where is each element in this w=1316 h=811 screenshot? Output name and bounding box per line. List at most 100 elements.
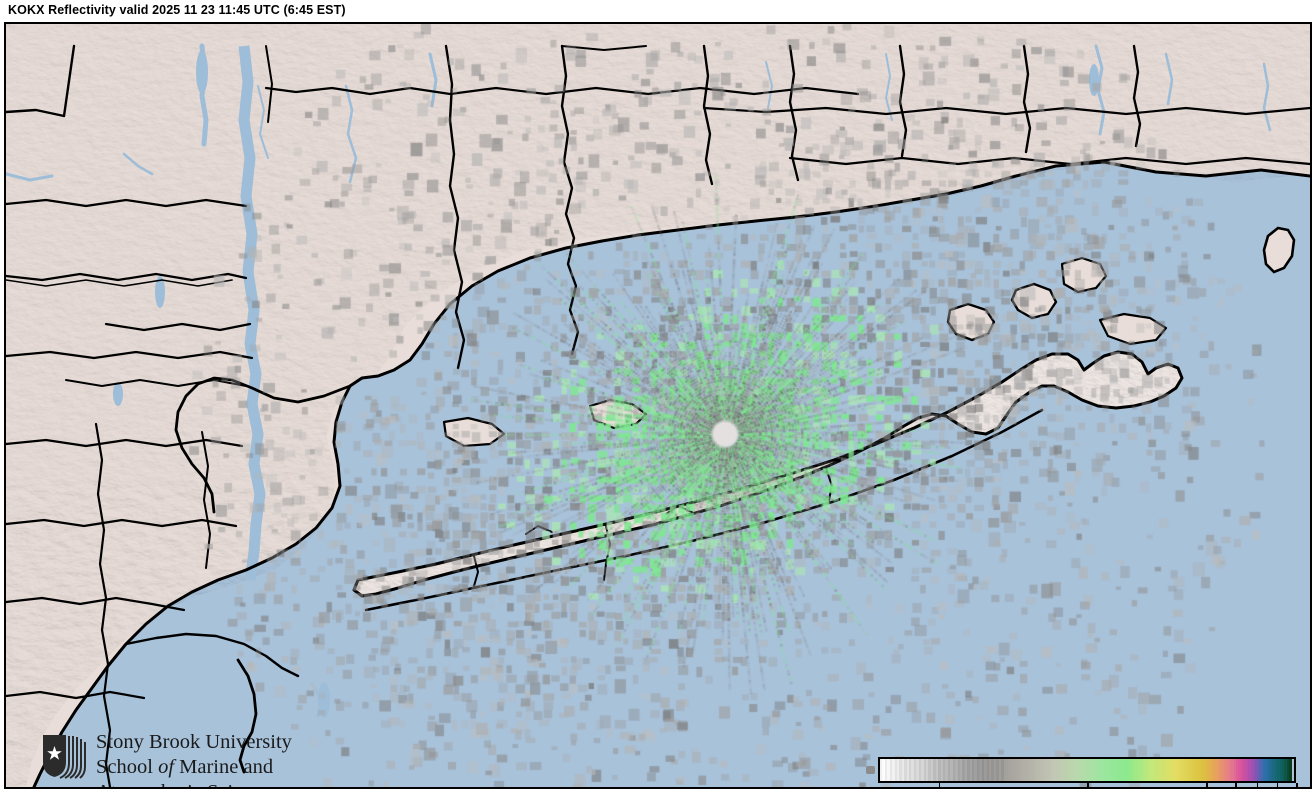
- colorbar-segment: [923, 759, 927, 781]
- colorbar-segment: [887, 759, 890, 781]
- logo-line-2: School of Marine and: [96, 755, 340, 780]
- colorbar-segment: [1005, 759, 1009, 781]
- colorbar-segment: [1127, 759, 1130, 781]
- colorbar-segment: [880, 759, 883, 781]
- colorbar-segment: [1059, 759, 1062, 781]
- colorbar-segment: [1277, 759, 1280, 781]
- colorbar-segment: [1001, 759, 1004, 781]
- colorbar-tick: [1087, 783, 1089, 787]
- colorbar-segment: [1236, 759, 1239, 781]
- colorbar-segment: [976, 759, 980, 781]
- colorbar-segment: [1090, 759, 1094, 781]
- colorbar-segment: [1197, 759, 1200, 781]
- colorbar-segment: [1143, 759, 1147, 781]
- colorbar-segment: [1206, 759, 1210, 781]
- colorbar-segment: [1190, 759, 1193, 781]
- colorbar-segment: [1182, 759, 1186, 781]
- colorbar-segment: [974, 759, 977, 781]
- colorbar-segment: [892, 759, 895, 781]
- logo-line-1: Stony Brook University: [96, 731, 292, 753]
- radar-map: Stony Brook University School of Marine …: [4, 22, 1312, 789]
- colorbar-segment: [1131, 759, 1135, 781]
- colorbar-segment: [955, 759, 958, 781]
- colorbar-segment: [991, 759, 994, 781]
- colorbar-segment: [935, 759, 939, 781]
- colorbar-segment: [1066, 759, 1069, 781]
- colorbar-segment: [998, 759, 1002, 781]
- colorbar-segment: [904, 759, 907, 781]
- colorbar-segment: [918, 759, 922, 781]
- colorbar-segment: [1093, 759, 1096, 781]
- colorbar-gradient: [878, 757, 1296, 783]
- colorbar-segment: [938, 759, 941, 781]
- colorbar-segment: [894, 759, 897, 781]
- colorbar-segment: [1262, 759, 1266, 781]
- colorbar-segment: [1008, 759, 1011, 781]
- bottom-strip: [0, 789, 1316, 811]
- colorbar-segment: [909, 759, 912, 781]
- colorbar-segment: [1156, 759, 1159, 781]
- colorbar-segment: [979, 759, 982, 781]
- colorbar-segment: [1228, 759, 1232, 781]
- colorbar-segment: [1146, 759, 1149, 781]
- colorbar-tick: [1206, 783, 1208, 787]
- colorbar-segment: [1047, 759, 1050, 781]
- colorbar-segment: [1274, 759, 1278, 781]
- colorbar-segment: [957, 759, 960, 781]
- colorbar-segment: [1221, 759, 1224, 781]
- colorbar-segment: [1100, 759, 1103, 781]
- colorbar-segment: [913, 759, 917, 781]
- logo-line-2-of: of: [158, 756, 175, 778]
- colorbar-segment: [1252, 759, 1256, 781]
- colorbar-segment: [1170, 759, 1174, 781]
- colorbar-segment: [1216, 759, 1220, 781]
- colorbar-segment: [889, 759, 893, 781]
- logo-wordmark: Stony Brook University School of Marine …: [96, 730, 340, 787]
- colorbar-segment: [1148, 759, 1152, 781]
- colorbar-segment: [921, 759, 924, 781]
- colorbar-segment: [1153, 759, 1157, 781]
- colorbar-segment: [916, 759, 919, 781]
- colorbar-segment: [940, 759, 943, 781]
- colorbar-segment: [1139, 759, 1142, 781]
- colorbar-segment: [988, 759, 992, 781]
- colorbar-segment: [1076, 759, 1079, 781]
- no-data-swatch: [866, 766, 875, 774]
- colorbar-segment: [1192, 759, 1195, 781]
- colorbar-segment: [969, 759, 973, 781]
- colorbar-segment: [1124, 759, 1128, 781]
- colorbar-segment: [1219, 759, 1222, 781]
- radar-echo-layer: [6, 24, 1310, 787]
- colorbar-segment: [884, 759, 888, 781]
- colorbar-segment: [1107, 759, 1111, 781]
- page-title: KOKX Reflectivity valid 2025 11 23 11:45…: [8, 3, 346, 17]
- colorbar-segment: [1114, 759, 1118, 781]
- colorbar-segment: [959, 759, 963, 781]
- colorbar-segment: [1032, 759, 1035, 781]
- colorbar-segment: [1243, 759, 1246, 781]
- colorbar-segment: [1064, 759, 1067, 781]
- colorbar-segment: [1003, 759, 1006, 781]
- colorbar-segment: [996, 759, 999, 781]
- colorbar-segment: [1083, 759, 1086, 781]
- colorbar-segment: [1233, 759, 1237, 781]
- colorbar-segment: [1051, 759, 1055, 781]
- colorbar-segment: [1284, 759, 1287, 781]
- colorbar-segment: [1279, 759, 1283, 781]
- colorbar-segment: [896, 759, 900, 781]
- colorbar-segment: [1056, 759, 1060, 781]
- colorbar-segment: [972, 759, 975, 781]
- colorbar-segment: [1248, 759, 1251, 781]
- colorbar-segment: [1211, 759, 1215, 781]
- title-bar: KOKX Reflectivity valid 2025 11 23 11:45…: [0, 0, 1316, 22]
- colorbar-segment: [1175, 759, 1178, 781]
- colorbar-segment: [1231, 759, 1234, 781]
- colorbar-segment: [1151, 759, 1154, 781]
- colorbar-segment: [986, 759, 989, 781]
- colorbar-segment: [1158, 759, 1161, 781]
- colorbar-segment: [1015, 759, 1019, 781]
- colorbar-segment: [1141, 759, 1144, 781]
- colorbar-segment: [981, 759, 985, 781]
- logo-line-2a: School: [96, 756, 159, 778]
